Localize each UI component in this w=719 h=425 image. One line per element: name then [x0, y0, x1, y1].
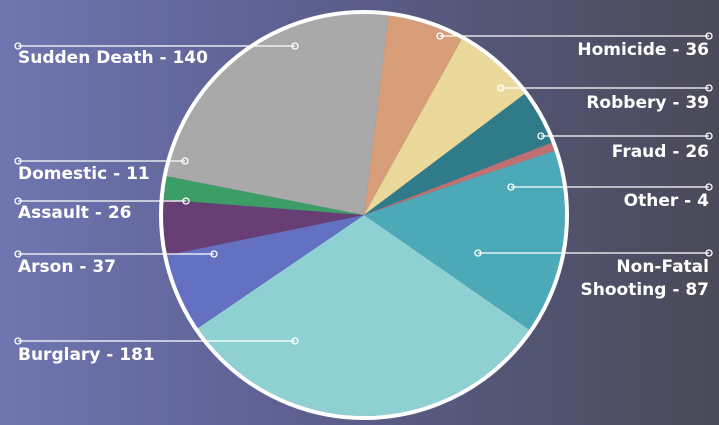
- leader-dot-assault: [182, 197, 190, 205]
- pie-slice-other[interactable]: [364, 142, 555, 215]
- pie-labels: Homicide - 36 Robbery - 39 Fraud - 26 Other…: [14, 32, 713, 365]
- slice-label-homicide: Homicide - 36: [577, 40, 709, 60]
- slice-label-other: Other - 4: [624, 191, 709, 211]
- leader-end-robbery: [705, 84, 713, 92]
- slice-label-arson: Arson - 37: [18, 257, 116, 277]
- slice-label-non-fatal-shooting-line-1: Non-Fatal: [616, 257, 709, 277]
- leader-end-fraud: [705, 132, 713, 140]
- pie-slice-domestic[interactable]: [163, 176, 364, 215]
- pie-slice-non-fatal-shooting[interactable]: [364, 150, 566, 330]
- pie-slice-burglary[interactable]: [197, 215, 530, 417]
- pie-slice-assault[interactable]: [162, 199, 364, 256]
- pie-slices: [162, 14, 566, 417]
- pie-slice-robbery[interactable]: [364, 39, 525, 215]
- leader-dot-fraud: [537, 132, 545, 140]
- slice-label-non-fatal-shooting-line-2: Shooting - 87: [581, 280, 709, 300]
- leader-end-homicide: [705, 32, 713, 40]
- leader-dot-arson: [210, 250, 218, 258]
- leader-end-sudden-death: [14, 42, 22, 50]
- leader-end-burglary: [14, 337, 22, 345]
- leader-end-domestic: [14, 157, 22, 165]
- pie-slice-sudden-death[interactable]: [166, 14, 389, 216]
- leader-dot-other: [507, 183, 515, 191]
- pie-slice-arson[interactable]: [167, 215, 364, 329]
- leader-dot-robbery: [497, 84, 505, 92]
- slice-label-domestic: Domestic - 11: [18, 164, 150, 184]
- slice-label-robbery: Robbery - 39: [586, 93, 709, 113]
- leader-dot-homicide: [436, 32, 444, 40]
- slice-label-burglary: Burglary - 181: [18, 345, 155, 365]
- slice-label-fraud: Fraud - 26: [612, 142, 709, 162]
- pie-outline: [159, 10, 569, 420]
- slice-label-sudden-death: Sudden Death - 140: [18, 48, 208, 68]
- leader-end-arson: [14, 250, 22, 258]
- leader-end-other: [705, 183, 713, 191]
- leader-dot-non-fatal-shooting: [474, 249, 482, 257]
- pie-slice-fraud[interactable]: [364, 94, 552, 215]
- leader-dot-domestic: [181, 157, 189, 165]
- leader-dot-burglary: [291, 337, 299, 345]
- leader-end-assault: [14, 197, 22, 205]
- pie-slice-homicide[interactable]: [364, 15, 462, 216]
- leader-dot-sudden-death: [291, 42, 299, 50]
- leader-end-non-fatal-shooting: [705, 249, 713, 257]
- slice-label-assault: Assault - 26: [18, 203, 131, 223]
